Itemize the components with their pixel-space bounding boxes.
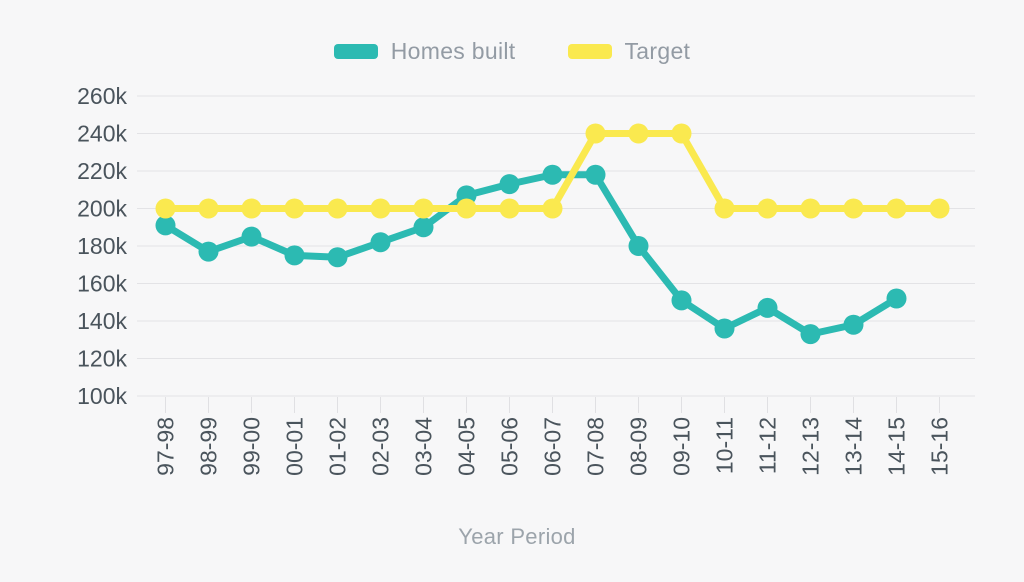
x-axis-tick-label: 04-05 [454,417,480,476]
data-point [585,123,606,144]
y-axis-tick-label: 240k [77,121,127,147]
x-axis-tick-label: 06-07 [540,417,566,476]
data-point [370,198,391,219]
x-axis-tick-label: 05-06 [497,417,523,476]
x-axis-tick-label: 03-04 [411,417,437,476]
data-point [757,297,778,318]
data-point [413,198,434,219]
x-axis-tick-label: 02-03 [368,417,394,476]
data-point [542,164,563,185]
data-point [327,198,348,219]
data-point [370,232,391,253]
data-point [284,198,305,219]
data-point [155,215,176,236]
x-axis-tick-label: 98-99 [196,417,222,476]
data-point [886,288,907,309]
x-axis-tick-label: 11-12 [755,417,781,474]
data-point [628,123,649,144]
data-point [843,198,864,219]
legend-item-homes-built: Homes built [333,38,516,65]
x-axis-title: Year Period [458,524,576,549]
data-point [327,247,348,268]
x-axis-tick-label: 99-00 [239,417,265,476]
y-axis-tick-label: 200k [77,196,127,222]
x-axis-tick-label: 12-13 [798,417,824,476]
data-point [155,198,176,219]
x-axis-tick-label: 07-08 [583,417,609,476]
x-axis-tick-label: 97-98 [153,417,179,476]
data-point [198,198,219,219]
y-axis-tick-label: 180k [77,233,127,259]
data-point [241,198,262,219]
data-point [241,226,262,247]
x-axis-tick-label: 15-16 [927,417,953,476]
data-point [671,290,692,311]
data-point [929,198,950,219]
data-point [843,314,864,335]
data-point [198,241,219,262]
series-line [162,171,900,338]
data-point [800,198,821,219]
x-axis-tick-label: 09-10 [669,417,695,476]
data-point [714,318,735,339]
data-point [671,123,692,144]
legend-label-target: Target [624,38,691,64]
y-axis-tick-label: 100k [77,383,127,409]
x-axis-tick-label: 10-11 [712,417,738,474]
data-point [886,198,907,219]
x-axis-tick-label: 00-01 [282,417,308,476]
data-point [800,324,821,345]
y-axis-tick-label: 140k [77,308,127,334]
data-point [628,236,649,256]
y-axis-tick-label: 260k [77,83,127,109]
legend-label-homes-built: Homes built [390,38,516,64]
x-axis-tick-label: 01-02 [325,417,351,476]
data-point [585,164,606,185]
y-axis-tick-label: 120k [77,346,127,372]
data-point [714,198,735,219]
data-point [499,174,520,195]
homes-built-swatch-icon [333,44,378,59]
x-axis-tick-label: 08-09 [626,417,652,476]
y-axis-tick-label: 220k [77,158,127,184]
x-axis-tick-label: 14-15 [884,417,910,476]
data-point [413,217,434,238]
data-point [456,198,477,219]
y-axis-tick-label: 160k [77,271,127,297]
chart-legend: Homes built Target [0,38,1024,65]
data-point [757,198,778,219]
data-point [499,198,520,219]
data-point [542,198,563,219]
data-point [284,245,305,266]
x-axis-tick-label: 13-14 [841,417,867,476]
legend-item-target: Target [567,38,691,65]
target-swatch-icon [567,44,612,59]
